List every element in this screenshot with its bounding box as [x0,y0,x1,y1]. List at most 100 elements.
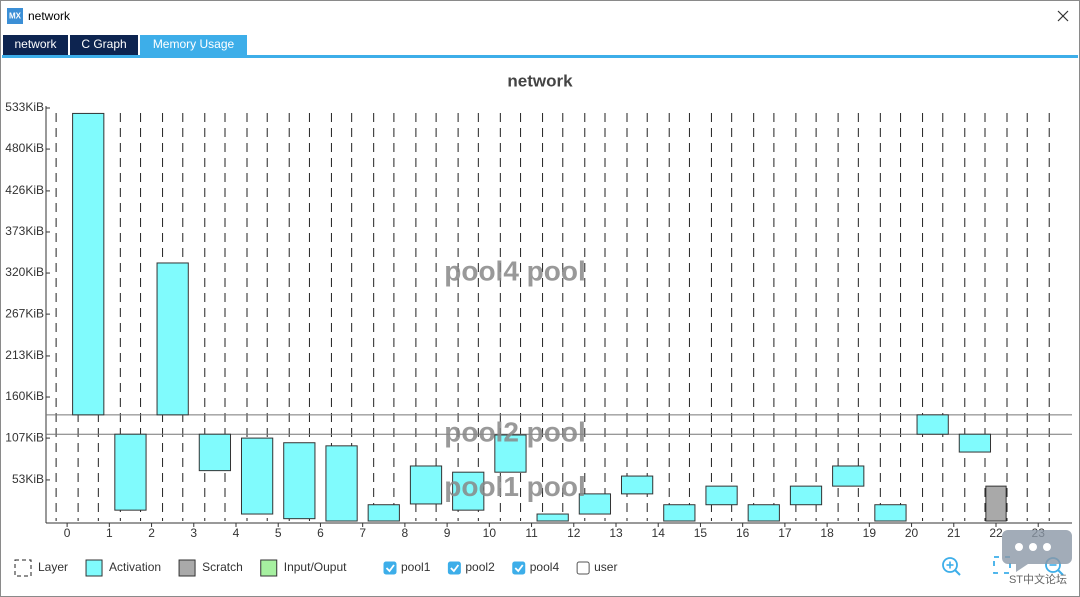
x-tick-label: 22 [989,526,1003,540]
x-tick-label: 20 [905,526,919,540]
y-tick-label: 160KiB [5,389,44,403]
memory-bar [958,433,992,453]
legend-swatch [14,559,32,577]
app-icon-text: MX [9,12,22,21]
window-title: network [28,9,71,23]
memory-bar [985,485,1007,522]
x-tick-label: 18 [820,526,834,540]
tab-label: network [14,37,57,51]
checkmark [514,564,524,573]
watermark: ST中文论坛 [1009,572,1067,586]
close-icon [1057,10,1069,22]
checkbox[interactable] [447,561,461,575]
y-tick-label: 107KiB [5,430,44,444]
x-tick-label: 21 [947,526,961,540]
y-tick-label: 533KiB [5,100,44,114]
watermark-dot [1015,543,1023,551]
memory-bar [620,475,654,495]
x-tick-label: 12 [567,526,581,540]
x-tick-label: 4 [233,526,240,540]
memory-bar [747,504,780,522]
memory-bar [874,504,907,522]
x-tick-label: 0 [64,526,71,540]
pool-label: pool2 pool [444,417,586,448]
x-tick-label: 19 [863,526,877,540]
tab[interactable] [140,35,247,55]
memory-bar [240,437,274,515]
memory-bar [198,433,232,472]
fit-button[interactable] [993,556,1011,574]
y-tick-label: 213KiB [5,348,44,362]
zoom-button[interactable] [942,557,958,573]
x-tick-label: 16 [736,526,750,540]
y-tick-label: 267KiB [5,306,44,320]
x-tick-label: 5 [275,526,282,540]
legend-label: Input/Ouput [284,560,347,574]
memory-bar [494,434,527,473]
close-button[interactable] [1057,10,1069,22]
memory-bar [72,112,105,416]
legend-swatch [260,559,278,577]
checkbox[interactable] [383,561,397,575]
app-icon [7,8,23,24]
memory-bar [536,513,569,522]
checkbox-label: pool4 [530,560,560,574]
x-tick-label: 7 [359,526,366,540]
checkbox-label: pool2 [465,560,495,574]
y-tick-label: 480KiB [5,141,44,155]
memory-bar [367,504,400,522]
x-tick-label: 14 [652,526,666,540]
memory-bar [325,445,358,522]
tab[interactable] [70,35,138,55]
checkbox[interactable] [576,561,590,575]
checkbox-label: user [594,560,617,574]
x-tick-label: 2 [148,526,155,540]
checkbox[interactable] [512,561,526,575]
memory-bar [114,433,147,511]
x-tick-label: 1 [106,526,113,540]
pool-label: pool4 pool [444,255,586,286]
y-tick-label: 373KiB [5,224,44,238]
x-tick-label: 8 [402,526,409,540]
memory-bar [283,442,316,520]
y-tick-label: 320KiB [5,265,44,279]
checkmark [450,564,460,573]
memory-bar [832,465,865,487]
legend-label: Activation [109,560,161,574]
memory-bar [916,414,949,435]
pool-label: pool1 pool [444,471,586,502]
legend-label: Scratch [202,560,243,574]
memory-bar [409,465,443,505]
tab[interactable] [3,35,68,55]
watermark-dot [1029,543,1037,551]
chart-title: network [507,71,573,90]
memory-bar [789,485,823,506]
memory-bar [156,262,189,416]
zoom-icon [1057,569,1064,576]
x-tick-label: 3 [190,526,197,540]
watermark-icon [1002,530,1072,572]
tab-underline [2,55,1078,58]
x-tick-label: 6 [317,526,324,540]
y-tick-label: 426KiB [5,183,44,197]
x-tick-label: 10 [483,526,497,540]
memory-bar [663,504,696,522]
memory-bar [578,493,612,515]
legend-swatch [178,559,196,577]
memory-bar [452,471,485,511]
x-tick-label: 17 [778,526,792,540]
tab-label: Memory Usage [153,37,235,51]
x-tick-label: 11 [525,526,538,540]
zoom-icon [954,569,961,576]
x-tick-label: 13 [609,526,623,540]
legend-swatch [85,559,103,577]
checkbox-label: pool1 [401,560,431,574]
y-tick-label: 53KiB [12,472,44,486]
x-tick-label: 9 [444,526,451,540]
legend-label: Layer [38,560,68,574]
tab-label: C Graph [81,37,126,51]
memory-bar [705,485,738,506]
checkmark [385,564,395,573]
